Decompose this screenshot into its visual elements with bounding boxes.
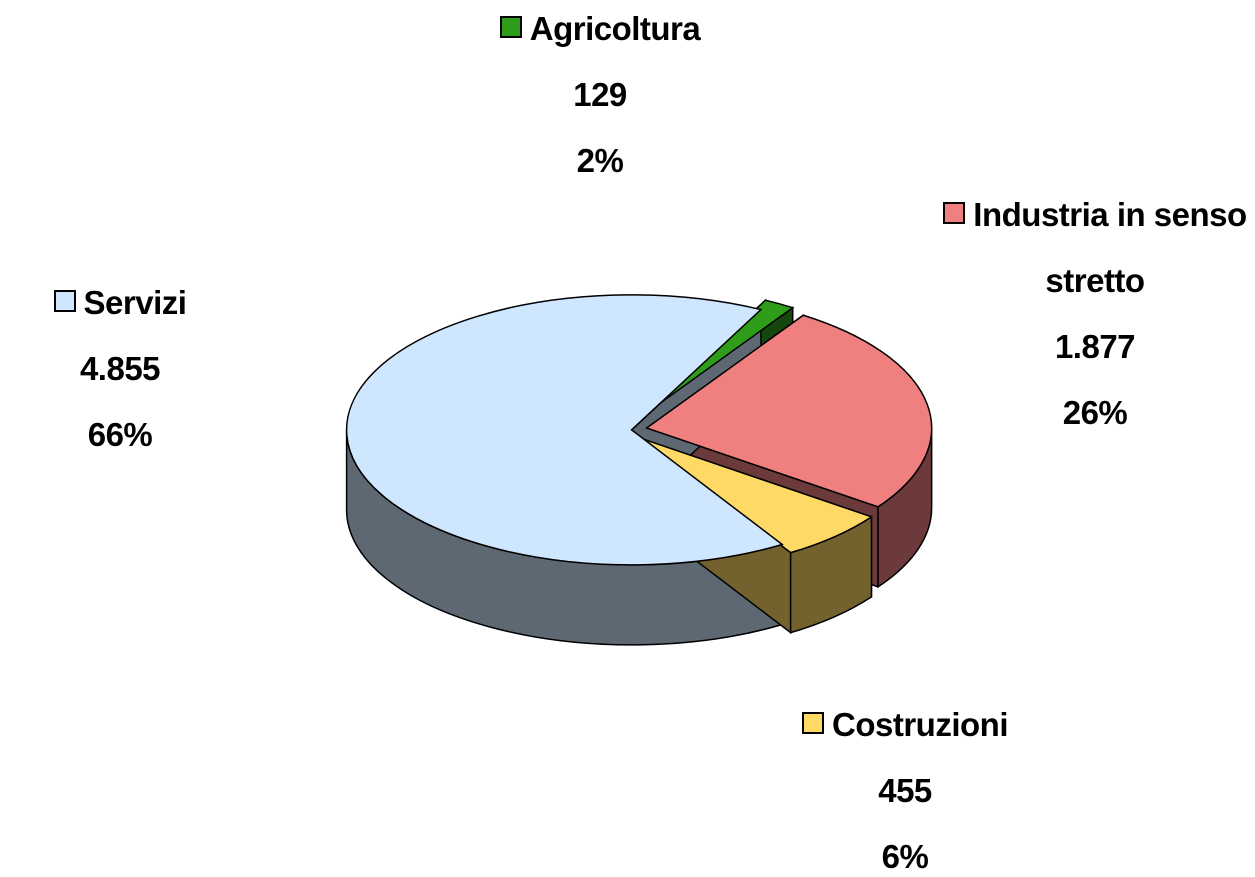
slice [645, 314, 933, 508]
value-label: 4.855 [79, 350, 161, 387]
label-group: Industria in senso stretto 1.877 26% [935, 182, 1255, 446]
percent-label: 6% [881, 838, 929, 875]
legend-key [53, 290, 76, 312]
slice [639, 437, 874, 554]
legend-label: Servizi [83, 284, 187, 321]
slice [635, 299, 795, 422]
slice [345, 294, 784, 566]
label-group: Costruzioni 455 6% [745, 692, 1065, 877]
legend-entry: Costruzioni [745, 692, 1065, 758]
legend-key [943, 202, 966, 224]
value-label: 455 [878, 772, 932, 809]
legend-label: Agricoltura [529, 10, 701, 47]
legend-label: Costruzioni [832, 706, 1008, 743]
value-label: 1.877 [1054, 328, 1136, 365]
value-label: 129 [573, 76, 627, 113]
label-group: Servizi 4.855 66% [0, 270, 240, 468]
legend-label: Industria in senso stretto [973, 196, 1247, 299]
legend-key [499, 16, 522, 38]
percent-label: 66% [87, 416, 153, 453]
label-group: Agricoltura 129 2% [440, 0, 760, 194]
legend-entry: Servizi [0, 270, 240, 336]
legend-entry: Industria in senso stretto [935, 182, 1255, 314]
legend-entry: Agricoltura [440, 0, 760, 62]
legend-key [802, 712, 824, 734]
percent-label: 26% [1062, 394, 1128, 431]
percent-label: 2% [576, 142, 624, 179]
